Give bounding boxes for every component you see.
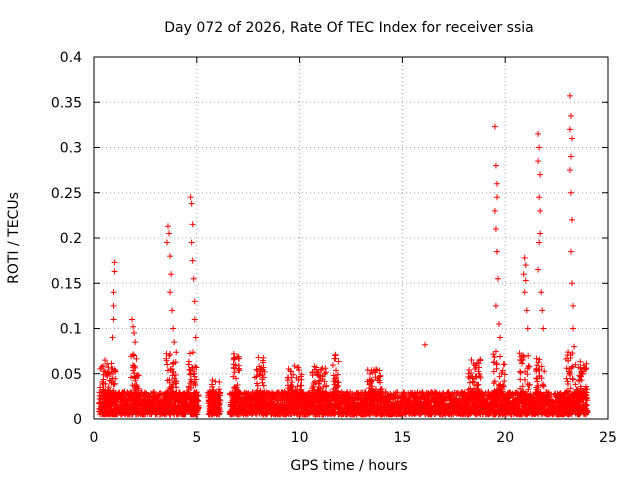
data-point [564, 378, 571, 385]
data-point [216, 386, 223, 393]
data-point [170, 410, 177, 417]
data-point [298, 382, 305, 389]
data-point [186, 350, 193, 357]
data-point [335, 358, 342, 365]
data-point [111, 381, 118, 388]
data-point [323, 383, 330, 390]
data-point [536, 356, 543, 363]
data-point [128, 374, 135, 381]
data-point [306, 390, 313, 397]
data-point [235, 362, 242, 369]
data-point [329, 362, 336, 369]
data-point [490, 368, 497, 375]
data-point [295, 364, 302, 371]
data-point [563, 375, 570, 382]
grid-lines [94, 57, 608, 419]
data-point [195, 404, 202, 411]
data-point [173, 349, 180, 356]
data-point [466, 379, 473, 386]
data-point [209, 377, 216, 384]
data-point [150, 388, 157, 395]
data-point [253, 366, 260, 373]
data-point [517, 376, 524, 383]
data-point [501, 377, 508, 384]
data-point [497, 353, 504, 360]
data-point [277, 396, 284, 403]
chart-title: Day 072 of 2026, Rate Of TEC Index for r… [164, 20, 533, 36]
data-point [304, 390, 311, 397]
data-point [186, 358, 193, 365]
data-point [190, 349, 197, 356]
data-point [173, 384, 180, 391]
data-point [577, 358, 584, 365]
data-point [216, 378, 223, 385]
data-point [517, 369, 524, 376]
data-point [501, 361, 508, 368]
data-point [492, 348, 499, 355]
data-points [96, 92, 591, 418]
data-point [157, 390, 164, 397]
data-point [260, 382, 267, 389]
data-point [164, 361, 171, 368]
data-point [217, 389, 224, 396]
data-point [477, 356, 484, 363]
data-point [521, 376, 528, 383]
